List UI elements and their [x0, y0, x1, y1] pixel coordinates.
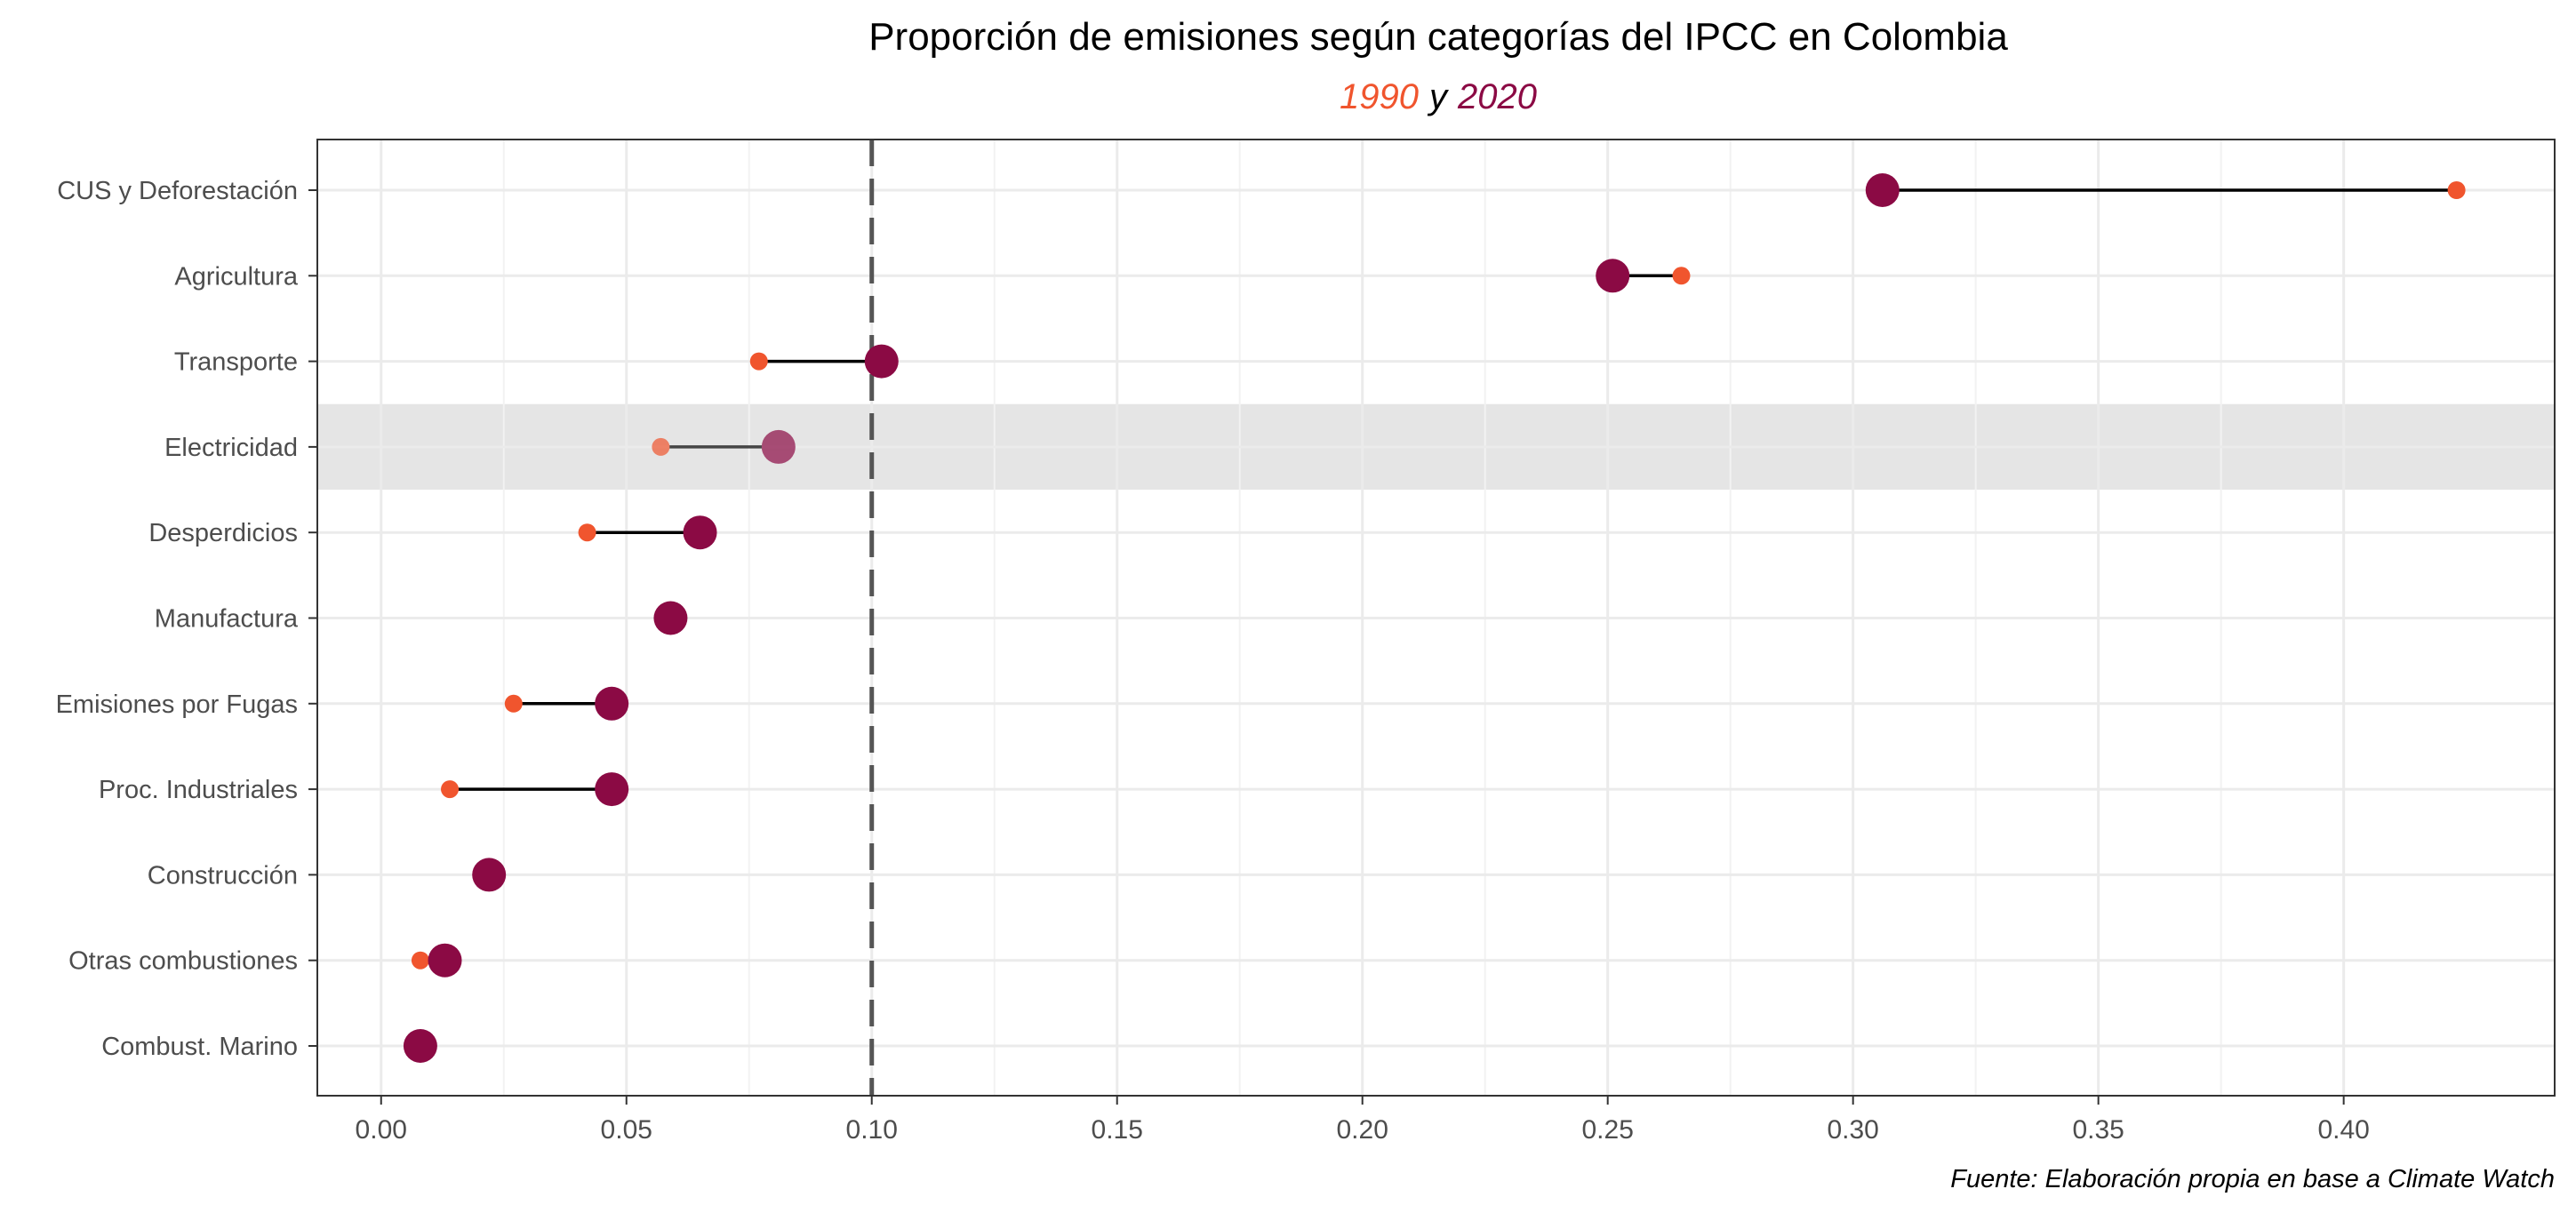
- point-1990: [2447, 181, 2466, 199]
- y-tick-label: Manufactura: [155, 605, 299, 634]
- y-tick-label: CUS y Deforestación: [57, 177, 298, 205]
- x-tick-label: 0.05: [601, 1115, 652, 1145]
- dumbbell-row: [578, 515, 717, 550]
- subtitle-year-2020: 2020: [1457, 77, 1537, 116]
- dumbbell-row: [411, 943, 462, 978]
- y-tick-label: Agricultura: [174, 262, 298, 291]
- y-tick-label: Proc. Industriales: [99, 776, 298, 804]
- x-tick-label: 0.30: [1827, 1115, 1878, 1145]
- y-tick-label: Electricidad: [164, 434, 298, 462]
- dumbbell-row: [441, 772, 629, 807]
- point-1990: [1672, 267, 1691, 285]
- point-1990: [441, 780, 460, 799]
- subtitle-year-1990: 1990: [1340, 77, 1419, 116]
- point-2020: [428, 943, 462, 978]
- chart-caption: Fuente: Elaboración propia en base a Cli…: [1950, 1165, 2555, 1193]
- y-tick-label: Otras combustiones: [68, 947, 298, 976]
- x-tick-label: 0.10: [846, 1115, 898, 1145]
- y-tick-label: Combust. Marino: [101, 1033, 298, 1061]
- point-2020: [1865, 173, 1900, 207]
- dumbbell-row: [749, 344, 899, 379]
- chart-subtitle: 1990 y 2020: [1340, 77, 1537, 116]
- dumbbell-row: [652, 429, 796, 464]
- dumbbell-row: [1596, 259, 1691, 293]
- subtitle-connector: y: [1427, 77, 1450, 116]
- point-1990: [578, 523, 596, 542]
- point-2020: [761, 429, 796, 464]
- x-tick-label: 0.00: [356, 1115, 407, 1145]
- y-tick-label: Transporte: [174, 348, 298, 377]
- point-1990: [504, 694, 523, 713]
- x-tick-label: 0.35: [2072, 1115, 2124, 1145]
- point-1990: [749, 352, 768, 371]
- chart-title: Proporción de emisiones según categorías…: [868, 15, 2008, 59]
- point-2020: [864, 344, 899, 379]
- dumbbell-row: [472, 858, 507, 892]
- point-2020: [1596, 259, 1630, 293]
- plot-area: CUS y Deforestación Agricultura Transporte…: [56, 139, 2556, 1145]
- dumbbell-row: [1865, 173, 2466, 207]
- dumbbell-row: [403, 1029, 437, 1063]
- point-2020: [595, 772, 629, 807]
- point-1990: [411, 951, 429, 970]
- point-2020: [653, 601, 688, 635]
- y-tick-label: Emisiones por Fugas: [56, 690, 298, 719]
- dumbbell-row: [653, 601, 688, 635]
- y-tick-label: Construcción: [148, 861, 298, 890]
- x-tick-label: 0.15: [1092, 1115, 1143, 1145]
- point-1990: [652, 437, 670, 456]
- x-tick-label: 0.40: [2317, 1115, 2369, 1145]
- point-2020: [595, 686, 629, 721]
- point-2020: [683, 515, 717, 550]
- x-tick-label: 0.20: [1337, 1115, 1388, 1145]
- point-2020: [472, 858, 507, 892]
- x-tick-label: 0.25: [1581, 1115, 1633, 1145]
- dumbbell-row: [504, 686, 629, 721]
- point-2020: [403, 1029, 437, 1063]
- y-tick-label: Desperdicios: [148, 519, 298, 547]
